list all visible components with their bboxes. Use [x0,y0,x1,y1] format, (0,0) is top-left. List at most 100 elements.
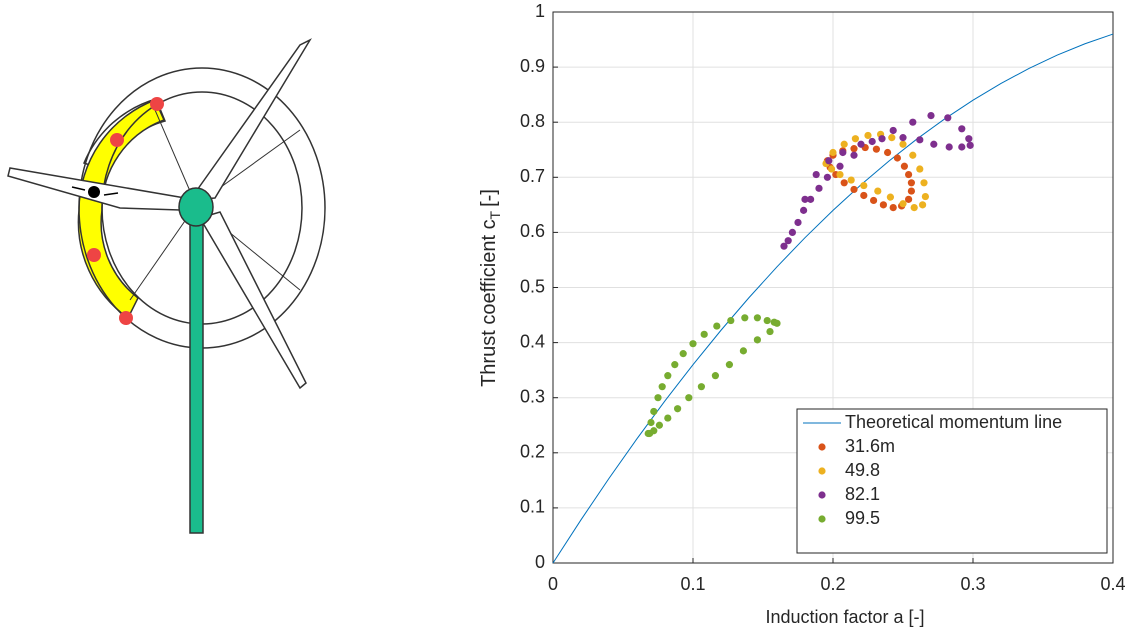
data-point [794,218,802,227]
data-point [847,176,855,184]
data-point [916,165,924,173]
data-point [823,173,832,181]
data-point [815,184,823,192]
data-point [647,418,655,427]
x-tick-label: 0.1 [680,574,705,594]
data-point [966,141,974,149]
data-point [655,421,664,429]
theory-line [552,33,1114,564]
data-point [685,394,693,402]
data-point [658,383,666,391]
legend-swatch [818,467,826,475]
y-tick-label: 0.5 [520,276,545,296]
data-point [874,187,882,195]
y-tick-label: 0.4 [520,331,545,351]
data-point [812,170,820,179]
data-point [900,162,909,170]
data-point [727,316,735,325]
y-axis-label-subscript: T [487,210,503,219]
data-point [886,193,895,201]
data-point [916,136,924,144]
data-point [860,181,868,190]
data-point [801,195,809,203]
data-point [753,314,762,322]
data-point [860,191,868,200]
data-point [836,170,844,179]
data-point [679,350,687,358]
data-point [711,372,720,380]
data-point [884,148,892,157]
x-tick-label: 0.3 [960,574,985,594]
data-point [857,140,865,148]
data-point [889,126,897,135]
data-point [689,340,697,348]
y-tick-label: 0.3 [520,386,545,406]
data-point [905,170,913,179]
data-point [909,118,917,126]
y-tick-label: 0.2 [520,442,545,462]
legend-label: 82.1 [845,484,880,504]
data-point [944,114,952,122]
data-point [899,140,907,148]
data-point [850,151,858,159]
data-point [850,145,858,153]
y-tick-label: 0.9 [520,56,545,76]
data-point [739,347,748,355]
blade [198,211,307,390]
legend-label: 49.8 [845,460,880,480]
data-point [741,314,749,322]
data-point [829,148,837,157]
data-point [870,196,878,205]
data-point [850,185,858,194]
data-point [766,327,774,336]
data-point [868,137,876,146]
y-tick-label: 1 [535,1,545,21]
data-point [905,195,913,203]
data-point [763,316,771,325]
data-point [674,405,682,413]
arrows [71,186,119,196]
legend-label: 31.6m [845,436,895,456]
data-point [807,195,815,203]
x-tick-label: 0.4 [1100,574,1125,594]
data-point [851,135,860,143]
data-point [888,134,896,142]
data-point [753,336,762,344]
sensor [119,311,133,325]
tower [189,211,204,534]
y-tick-label: 0.7 [520,166,545,186]
data-point [930,140,938,148]
data-point [828,165,836,173]
data-point [889,204,897,212]
data-point [700,330,708,338]
data-point [671,361,679,369]
data-point [909,151,917,159]
y-tick-label: 0.8 [520,111,545,131]
data-point [921,192,930,201]
sensor [87,248,101,262]
data-point [825,157,833,165]
x-axis-label: Induction factor a [-] [765,607,924,627]
data-point [879,201,888,209]
data-point [664,414,672,422]
sensor [150,97,164,111]
legend-swatch [818,443,826,451]
data-point [788,228,797,236]
y-tick-label: 0.6 [520,221,545,241]
data-point [650,407,658,416]
sensor [88,186,100,198]
data-point [919,201,927,209]
data-point [725,361,734,369]
data-point [864,131,872,140]
y-axis-label: Thrust coefficient cT [-] [478,189,502,387]
legend-swatch [818,515,826,523]
legend-label: 99.5 [845,508,880,528]
data-point [907,179,916,187]
data-point [646,429,654,438]
data-point [878,135,886,143]
data-point [899,134,907,142]
data-point [920,179,928,187]
y-axis-label-suffix: [-] [478,189,500,207]
